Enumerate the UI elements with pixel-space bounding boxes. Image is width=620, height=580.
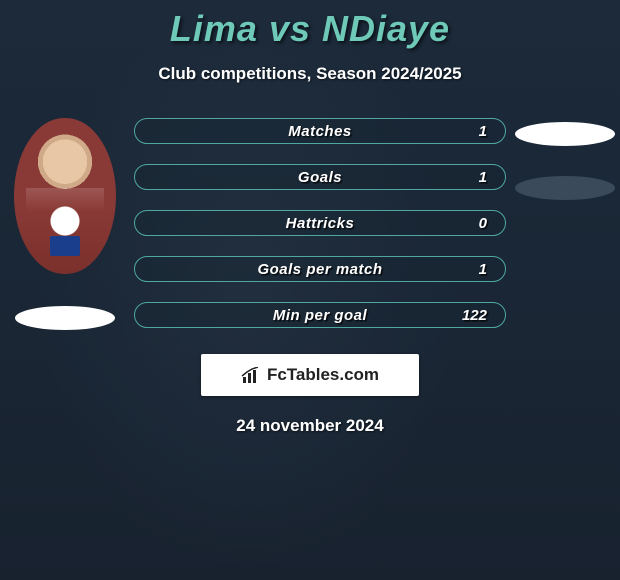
- stat-label: Hattricks: [135, 215, 505, 232]
- stat-label: Goals: [135, 169, 505, 186]
- stat-row-hattricks: Hattricks 0: [134, 210, 506, 236]
- source-logo-text: FcTables.com: [267, 365, 379, 385]
- right-column: [510, 118, 620, 230]
- stat-label: Goals per match: [135, 261, 505, 278]
- stat-value: 1: [479, 169, 487, 186]
- stat-value: 1: [479, 261, 487, 278]
- subtitle: Club competitions, Season 2024/2025: [0, 64, 620, 84]
- stat-label: Matches: [135, 123, 505, 140]
- chart-icon: [241, 367, 261, 383]
- stat-label: Min per goal: [135, 307, 505, 324]
- left-column: [0, 118, 130, 330]
- stat-row-matches: Matches 1: [134, 118, 506, 144]
- stat-row-min-per-goal: Min per goal 122: [134, 302, 506, 328]
- date-label: 24 november 2024: [0, 416, 620, 436]
- player1-name-placeholder: [15, 306, 115, 330]
- player1-avatar: [14, 118, 116, 274]
- player2-name-placeholder: [515, 176, 615, 200]
- stats-list: Matches 1 Goals 1 Hattricks 0 Goals per …: [130, 118, 510, 328]
- stat-row-goals-per-match: Goals per match 1: [134, 256, 506, 282]
- source-logo: FcTables.com: [201, 354, 419, 396]
- player2-name: NDiaye: [322, 8, 450, 49]
- stat-value: 0: [479, 215, 487, 232]
- player1-name: Lima: [170, 8, 258, 49]
- stat-value: 1: [479, 123, 487, 140]
- vs-label: vs: [269, 8, 311, 49]
- content-area: Matches 1 Goals 1 Hattricks 0 Goals per …: [0, 118, 620, 330]
- player2-avatar-placeholder: [515, 122, 615, 146]
- stat-row-goals: Goals 1: [134, 164, 506, 190]
- stat-value: 122: [462, 307, 487, 324]
- comparison-title: Lima vs NDiaye: [0, 0, 620, 50]
